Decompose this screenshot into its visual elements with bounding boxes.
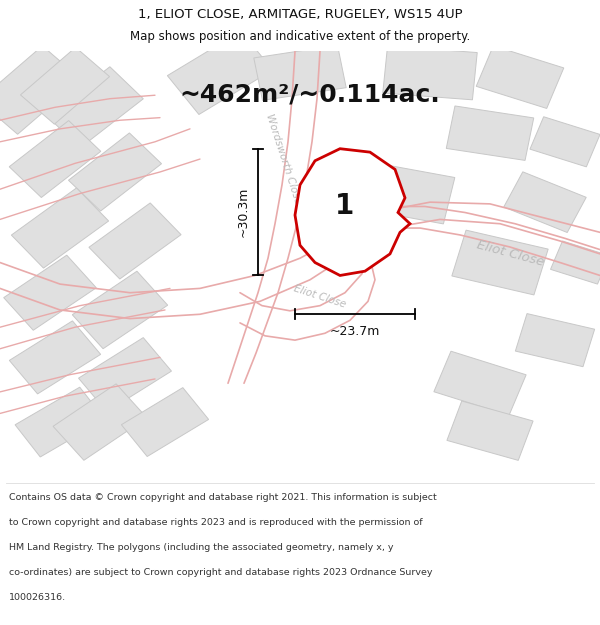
Bar (515, 314, 595, 367)
Text: HM Land Registry. The polygons (including the associated geometry, namely x, y: HM Land Registry. The polygons (includin… (9, 542, 394, 552)
Bar (167, 31, 272, 114)
Bar (452, 230, 548, 295)
Bar (20, 48, 110, 124)
Bar (383, 46, 477, 100)
Text: 100026316.: 100026316. (9, 592, 66, 602)
Bar (0, 46, 81, 134)
Bar (10, 321, 101, 394)
Bar (79, 338, 172, 412)
Bar (365, 163, 455, 224)
Text: ~30.3m: ~30.3m (237, 187, 250, 238)
Text: ~23.7m: ~23.7m (330, 324, 380, 338)
Bar (551, 241, 600, 284)
Bar (68, 133, 161, 211)
Bar (530, 117, 600, 167)
Text: to Crown copyright and database rights 2023 and is reproduced with the permissio: to Crown copyright and database rights 2… (9, 518, 422, 527)
Bar (447, 401, 533, 461)
Bar (254, 45, 346, 101)
Text: 1: 1 (335, 192, 355, 221)
Bar (4, 255, 96, 330)
Text: Contains OS data © Crown copyright and database right 2021. This information is : Contains OS data © Crown copyright and d… (9, 492, 437, 502)
Bar (434, 351, 526, 416)
Bar (11, 188, 109, 268)
Bar (53, 384, 147, 460)
Text: Map shows position and indicative extent of the property.: Map shows position and indicative extent… (130, 31, 470, 43)
Text: Eliot Close: Eliot Close (293, 284, 347, 310)
Bar (504, 172, 586, 232)
Bar (15, 387, 105, 457)
Bar (47, 67, 143, 148)
Text: Wordsworth Close: Wordsworth Close (263, 112, 302, 206)
Polygon shape (295, 149, 410, 276)
Text: 1, ELIOT CLOSE, ARMITAGE, RUGELEY, WS15 4UP: 1, ELIOT CLOSE, ARMITAGE, RUGELEY, WS15 … (137, 8, 463, 21)
Text: ~462m²/~0.114ac.: ~462m²/~0.114ac. (179, 82, 440, 106)
Bar (89, 203, 181, 279)
Text: co-ordinates) are subject to Crown copyright and database rights 2023 Ordnance S: co-ordinates) are subject to Crown copyr… (9, 568, 433, 577)
Bar (446, 106, 534, 161)
Bar (73, 271, 167, 349)
Bar (9, 121, 101, 198)
Bar (121, 388, 209, 456)
Text: Eliot Close: Eliot Close (475, 239, 545, 269)
Bar (476, 46, 564, 109)
